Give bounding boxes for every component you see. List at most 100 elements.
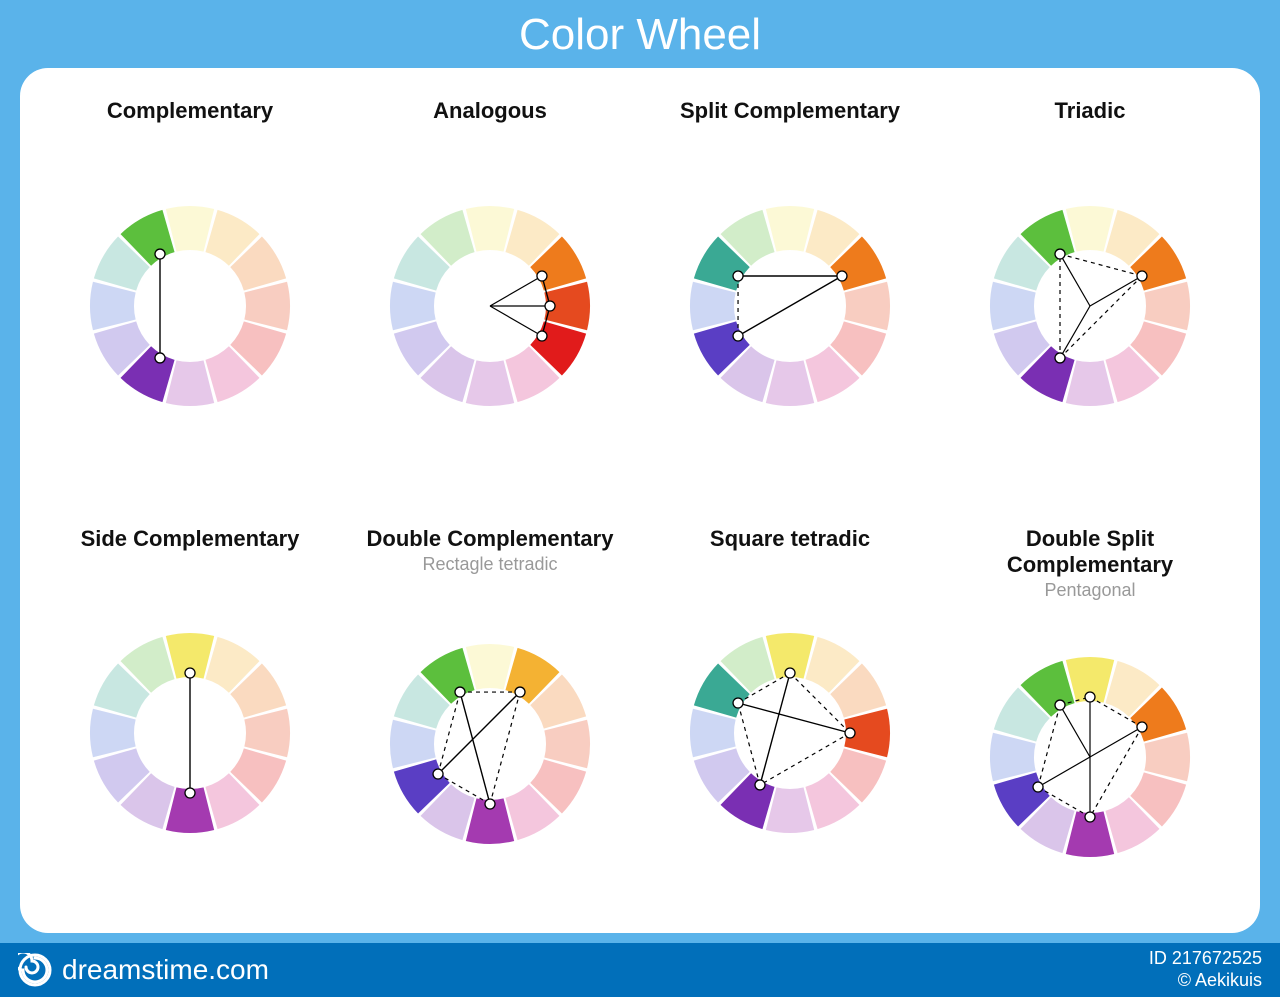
scheme-title: Side Complementary bbox=[81, 526, 300, 552]
scheme-cell: Double Split Complementary Pentagonal bbox=[950, 526, 1230, 914]
center-line bbox=[490, 276, 542, 306]
node-dot bbox=[515, 687, 525, 697]
node-dot bbox=[433, 769, 443, 779]
wheel-segment bbox=[844, 282, 890, 330]
node-dot bbox=[845, 728, 855, 738]
spiral-icon bbox=[18, 953, 52, 987]
footer-author: © Aekikuis bbox=[1149, 970, 1262, 992]
node-dot bbox=[733, 271, 743, 281]
wheel-segment bbox=[1066, 360, 1114, 406]
wheel-segment bbox=[466, 206, 514, 252]
wheel-segment bbox=[990, 733, 1036, 781]
color-wheel bbox=[70, 613, 310, 853]
wheel-wrap bbox=[670, 554, 910, 914]
wheel-wrap bbox=[670, 126, 910, 486]
color-wheel bbox=[370, 624, 610, 864]
wheel-segment bbox=[466, 360, 514, 406]
wheel-segment bbox=[390, 282, 436, 330]
node-dot bbox=[185, 788, 195, 798]
scheme-title: Analogous bbox=[433, 98, 547, 124]
scheme-cell: Double Complementary Rectagle tetradic bbox=[350, 526, 630, 914]
scheme-title: Square tetradic bbox=[710, 526, 870, 552]
color-wheel bbox=[670, 186, 910, 426]
wheel-segment bbox=[90, 282, 136, 330]
wheel-segment bbox=[766, 360, 814, 406]
scheme-cell: Triadic bbox=[950, 98, 1230, 486]
node-dot bbox=[155, 249, 165, 259]
page-title: Color Wheel bbox=[0, 0, 1280, 68]
content-card: Complementary Analogous Split Complement… bbox=[20, 68, 1260, 933]
dashed-line bbox=[1060, 276, 1142, 358]
node-dot bbox=[455, 687, 465, 697]
scheme-subtitle: Pentagonal bbox=[1044, 580, 1135, 601]
solid-line bbox=[738, 703, 850, 733]
scheme-cell: Side Complementary bbox=[50, 526, 330, 914]
scheme-title: Double Complementary bbox=[367, 526, 614, 552]
scheme-cell: Analogous bbox=[350, 98, 630, 486]
node-dot bbox=[185, 668, 195, 678]
color-wheel bbox=[370, 186, 610, 426]
center-line bbox=[490, 306, 542, 336]
scheme-title: Triadic bbox=[1055, 98, 1126, 124]
wheel-segment bbox=[990, 282, 1036, 330]
node-dot bbox=[1055, 700, 1065, 710]
node-dot bbox=[1055, 353, 1065, 363]
wheel-segment bbox=[1144, 282, 1190, 330]
wheel-wrap bbox=[970, 126, 1210, 486]
color-wheel bbox=[970, 637, 1210, 877]
scheme-subtitle: Rectagle tetradic bbox=[422, 554, 557, 575]
node-dot bbox=[537, 331, 547, 341]
scheme-cell: Square tetradic bbox=[650, 526, 930, 914]
center-line bbox=[1090, 727, 1142, 757]
node-dot bbox=[155, 353, 165, 363]
wheel-wrap bbox=[970, 601, 1210, 914]
wheel-segment bbox=[766, 788, 814, 834]
wheel-segment bbox=[766, 206, 814, 252]
solid-line bbox=[760, 673, 790, 785]
wheel-wrap bbox=[370, 575, 610, 914]
wheel-segment bbox=[90, 709, 136, 757]
node-dot bbox=[545, 301, 555, 311]
wheel-segment bbox=[466, 644, 514, 690]
node-dot bbox=[1055, 249, 1065, 259]
center-line bbox=[1038, 757, 1090, 787]
wheel-segment bbox=[166, 206, 214, 252]
center-line bbox=[1060, 254, 1090, 306]
solid-line bbox=[738, 276, 842, 336]
node-dot bbox=[1085, 812, 1095, 822]
wheel-segment bbox=[1066, 206, 1114, 252]
scheme-title: Double Split Complementary bbox=[950, 526, 1230, 578]
wheel-segment bbox=[690, 709, 736, 757]
scheme-cell: Complementary bbox=[50, 98, 330, 486]
wheel-wrap bbox=[70, 126, 310, 486]
scheme-title: Split Complementary bbox=[680, 98, 900, 124]
node-dot bbox=[785, 668, 795, 678]
wheel-segment bbox=[1144, 733, 1190, 781]
color-wheel bbox=[670, 613, 910, 853]
scheme-cell: Split Complementary bbox=[650, 98, 930, 486]
footer-bar: dreamstime.com ID 217672525 © Aekikuis bbox=[0, 943, 1280, 997]
wheel-wrap bbox=[370, 126, 610, 486]
node-dot bbox=[1137, 722, 1147, 732]
center-line bbox=[1060, 705, 1090, 757]
center-line bbox=[1090, 276, 1142, 306]
wheel-segment bbox=[244, 709, 290, 757]
node-dot bbox=[485, 799, 495, 809]
color-wheel bbox=[70, 186, 310, 426]
center-line bbox=[1060, 306, 1090, 358]
wheel-segment bbox=[166, 360, 214, 406]
footer-brand: dreamstime.com bbox=[62, 954, 269, 986]
scheme-title: Complementary bbox=[107, 98, 273, 124]
node-dot bbox=[1137, 271, 1147, 281]
wheel-segment bbox=[244, 282, 290, 330]
wheel-wrap bbox=[70, 554, 310, 914]
node-dot bbox=[733, 331, 743, 341]
scheme-grid: Complementary Analogous Split Complement… bbox=[50, 98, 1230, 913]
wheel-segment bbox=[390, 720, 436, 768]
node-dot bbox=[1085, 692, 1095, 702]
node-dot bbox=[837, 271, 847, 281]
node-dot bbox=[755, 780, 765, 790]
wheel-segment bbox=[690, 282, 736, 330]
node-dot bbox=[733, 698, 743, 708]
dashed-line bbox=[490, 692, 520, 804]
